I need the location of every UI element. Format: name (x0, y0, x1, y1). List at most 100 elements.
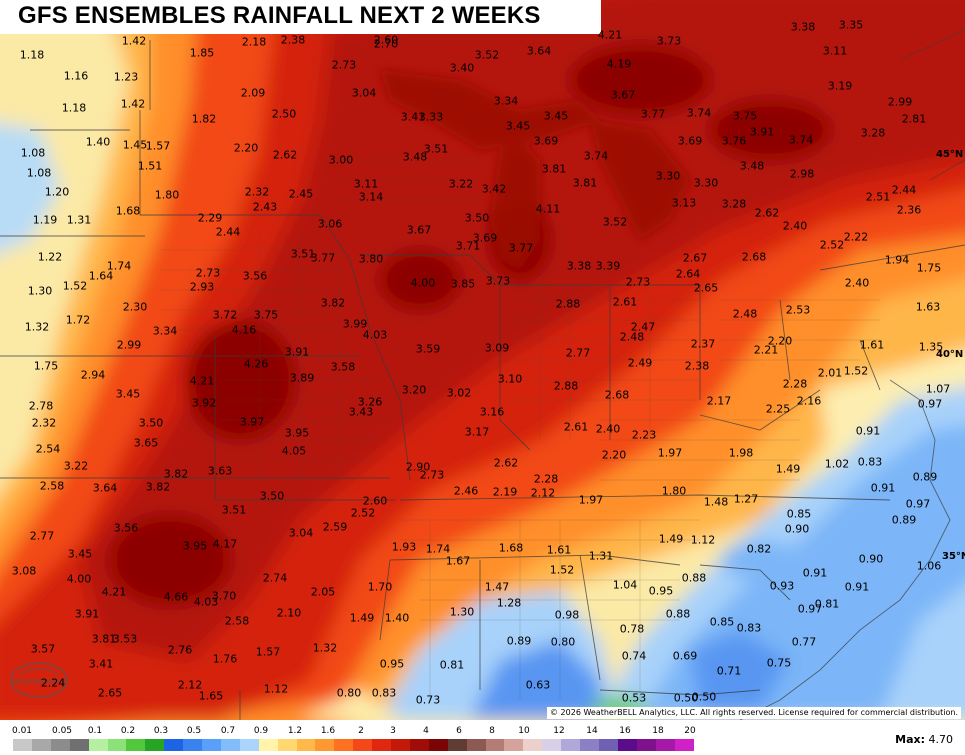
rainfall-value: 2.67 (682, 251, 708, 265)
rainfall-value: 0.69 (672, 649, 698, 663)
rainfall-value: 2.20 (767, 334, 793, 348)
rainfall-value: 1.76 (212, 652, 238, 666)
rainfall-value: 2.99 (887, 95, 913, 109)
rainfall-value: 2.73 (331, 58, 357, 72)
rainfall-value: 1.57 (145, 139, 171, 153)
rainfall-value: 3.43 (348, 405, 374, 419)
rainfall-value: 1.75 (33, 359, 59, 373)
rainfall-value: 3.22 (63, 459, 89, 473)
rainfall-value: 2.43 (252, 200, 278, 214)
coastline (739, 379, 951, 720)
rainfall-value: 0.83 (736, 621, 762, 635)
rainfall-value: 2.62 (493, 456, 519, 470)
rainfall-value: 3.26 (357, 395, 383, 409)
rainfall-value: 2.12 (177, 678, 203, 692)
legend-swatch (50, 739, 71, 751)
legend-swatch (239, 739, 260, 751)
legend-swatch (447, 739, 468, 751)
weatherbell-logo: WEATHERBELL (10, 662, 68, 698)
logo-text: WEATHERBELL (10, 678, 68, 686)
rainfall-value: 4.19 (606, 57, 632, 71)
legend-tick-label: 20 (684, 726, 696, 736)
rainfall-value: 2.36 (896, 203, 922, 217)
legend-tick-label: 6 (456, 726, 462, 736)
rainfall-value: 1.97 (578, 493, 604, 507)
rainfall-value: 2.22 (843, 230, 869, 244)
rainfall-value: 2.77 (565, 346, 591, 360)
rainfall-value: 2.77 (29, 529, 55, 543)
rainfall-value: 3.77 (508, 241, 534, 255)
rainfall-value: 3.82 (163, 467, 189, 481)
legend-tick-label: 4 (423, 726, 429, 736)
legend-tick-label: 0.2 (120, 726, 136, 736)
rainfall-value: 0.91 (870, 481, 896, 495)
rainfall-value: 2.29 (197, 211, 223, 225)
legend-swatch (220, 739, 241, 751)
rainfall-value: 2.73 (195, 266, 221, 280)
rainfall-value: 3.16 (479, 405, 505, 419)
legend-swatch (504, 739, 524, 751)
rainfall-value: 2.21 (753, 343, 779, 357)
rainfall-value: 1.51 (137, 159, 163, 173)
rainfall-value: 1.35 (918, 340, 944, 354)
legend-tick-label: 8 (489, 726, 495, 736)
rainfall-value: 1.98 (728, 446, 754, 460)
legend-swatch (466, 739, 486, 751)
legend-swatch (409, 739, 430, 751)
rainfall-value: 1.74 (106, 259, 132, 273)
rainfall-value: 2.70 (373, 37, 399, 51)
rainfall-value: 2.40 (782, 219, 808, 233)
legend-swatch (164, 739, 184, 751)
rainfall-value: 3.91 (284, 345, 310, 359)
rainfall-value: 1.28 (496, 596, 522, 610)
rainfall-value: 1.32 (24, 320, 50, 334)
legend-swatch (145, 739, 165, 751)
rainfall-value: 2.19 (492, 485, 518, 499)
rainfall-value: 3.76 (721, 134, 747, 148)
rainfall-value: 0.50 (691, 690, 717, 704)
rainfall-value: 3.20 (401, 383, 427, 397)
rainfall-value: 2.17 (706, 394, 732, 408)
rainfall-value: 3.69 (472, 231, 498, 245)
rainfall-value: 1.85 (189, 46, 215, 60)
legend-swatch (258, 739, 279, 751)
rainfall-value: 0.88 (681, 571, 707, 585)
rainfall-value: 3.51 (290, 247, 316, 261)
rainfall-value: 2.88 (553, 379, 579, 393)
rainfall-value: 3.30 (693, 176, 719, 190)
rainfall-value: 3.02 (446, 386, 472, 400)
rainfall-value: 0.98 (554, 608, 580, 622)
legend-swatch (391, 739, 411, 751)
rainfall-value: 1.49 (775, 462, 801, 476)
rainfall-value: 1.16 (63, 69, 89, 83)
legend-swatch (636, 739, 657, 751)
rainfall-value: 0.85 (786, 507, 812, 521)
rainfall-value: 2.54 (35, 442, 61, 456)
rainfall-value: 2.90 (405, 460, 431, 474)
rainfall-value: 2.94 (80, 368, 106, 382)
rainfall-value: 3.53 (112, 632, 138, 646)
rainfall-value: 2.61 (563, 420, 589, 434)
legend-swatch (655, 739, 675, 751)
legend-swatch (598, 739, 619, 751)
rainfall-value: 2.64 (675, 267, 701, 281)
rainfall-value: 0.50 (673, 691, 699, 705)
rainfall-value: 3.70 (211, 589, 237, 603)
rainfall-value: 3.39 (595, 259, 621, 273)
rainfall-value: 2.76 (167, 643, 193, 657)
legend-tick-label: 0.1 (87, 726, 103, 736)
rainfall-value: 0.90 (784, 522, 810, 536)
rainfall-value: 2.74 (262, 571, 288, 585)
rainfall-value: 2.93 (189, 280, 215, 294)
rainfall-value: 1.31 (66, 213, 92, 227)
rainfall-value: 2.05 (310, 585, 336, 599)
rainfall-value: 3.35 (838, 18, 864, 32)
rainfall-value: 2.49 (627, 356, 653, 370)
rainfall-value: 3.51 (221, 503, 247, 517)
rainfall-value: 2.20 (233, 141, 259, 155)
rainfall-value: 0.89 (891, 513, 917, 527)
max-label: Max: (895, 733, 925, 746)
rainfall-value: 3.30 (655, 169, 681, 183)
rainfall-value: 1.27 (733, 492, 759, 506)
legend-tick-label: 0.01 (11, 726, 33, 736)
